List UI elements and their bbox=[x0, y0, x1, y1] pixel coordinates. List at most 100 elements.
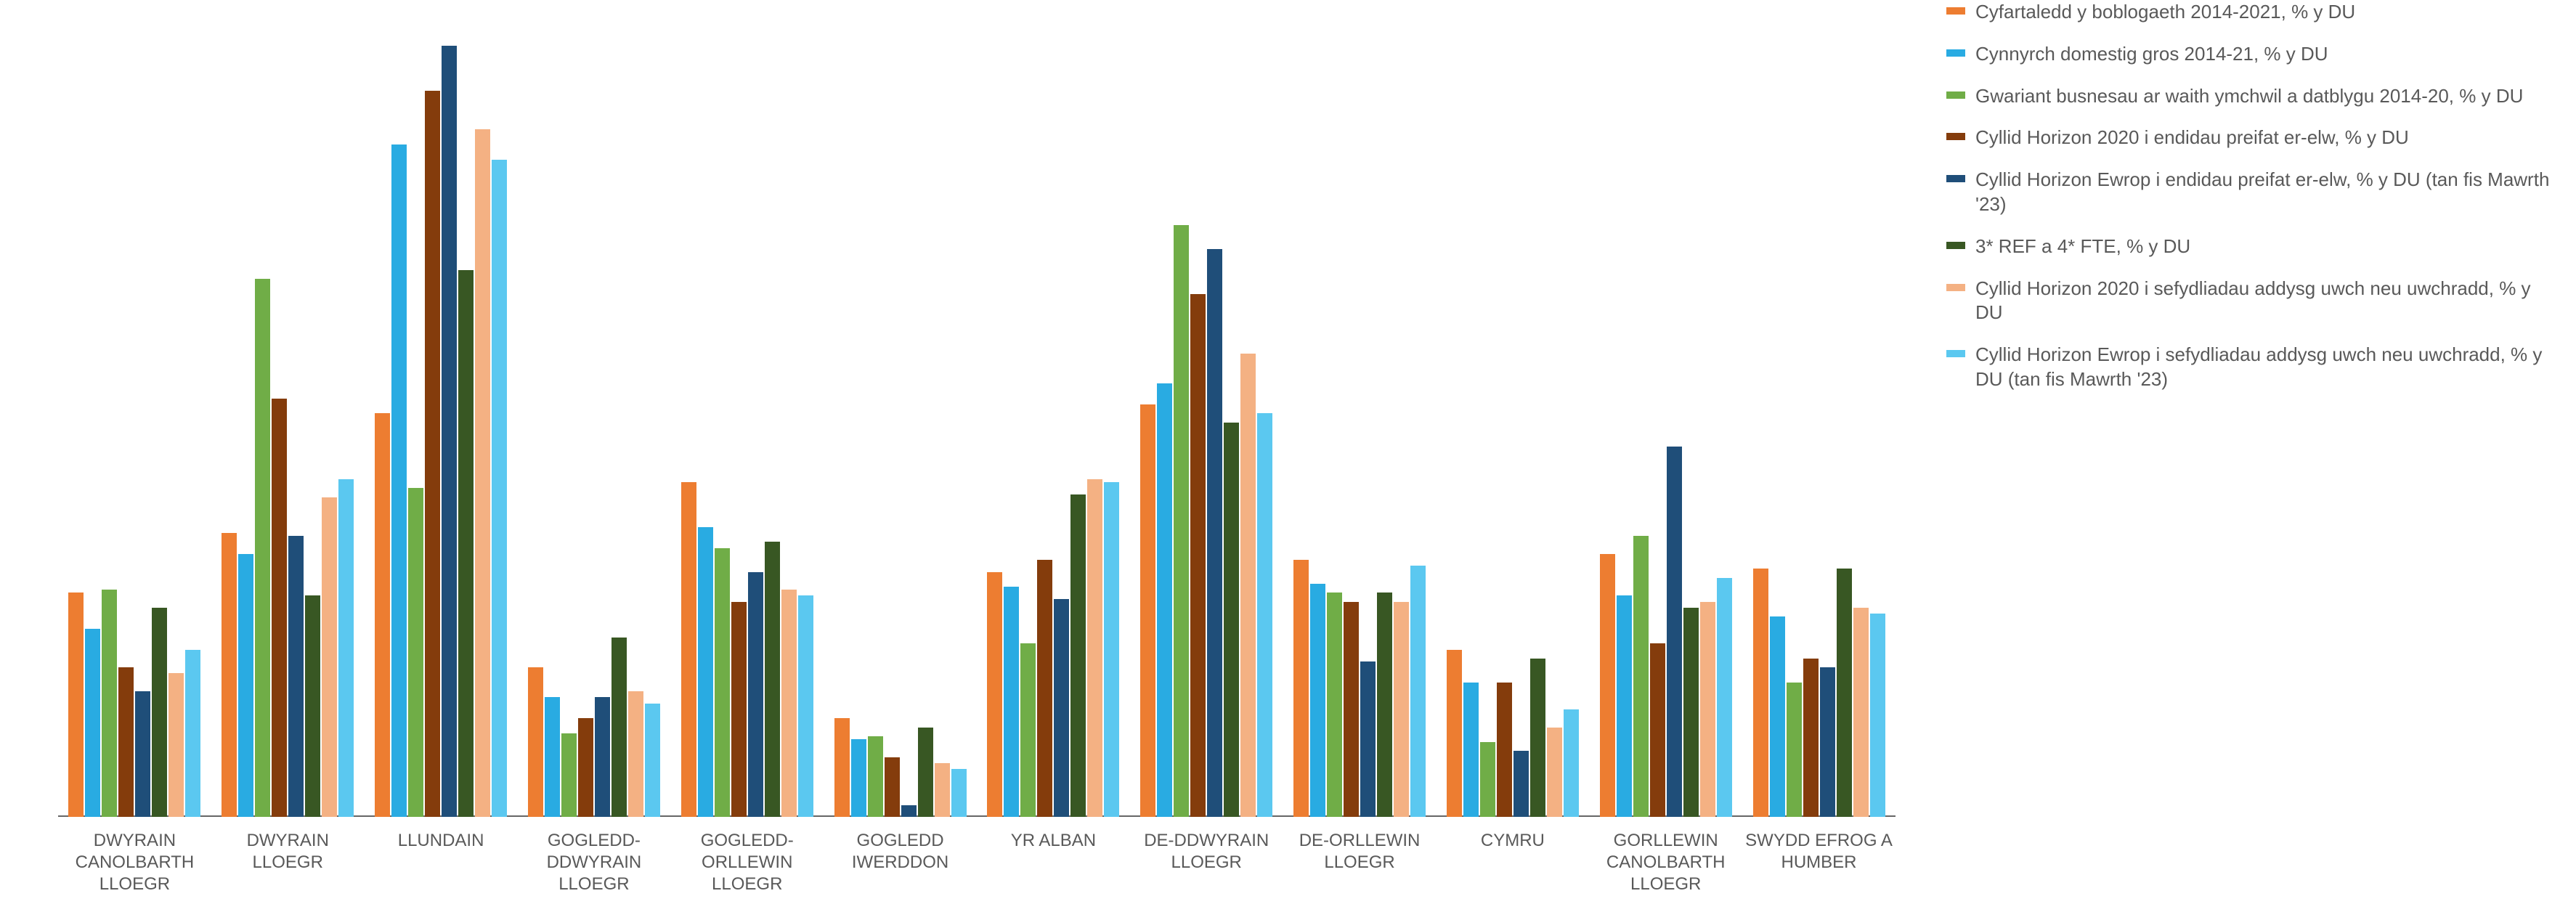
bar bbox=[375, 413, 390, 817]
bar bbox=[851, 739, 866, 817]
bar bbox=[1600, 554, 1615, 817]
bar bbox=[868, 736, 883, 817]
bar-group: DWYRAIN CANOLBARTH LLOEGR bbox=[58, 40, 211, 904]
legend-swatch bbox=[1946, 175, 1965, 182]
bar bbox=[918, 728, 933, 817]
legend-label: Cyllid Horizon Ewrop i endidau preifat e… bbox=[1975, 168, 2556, 217]
bar bbox=[731, 602, 747, 817]
bar-cluster bbox=[1742, 40, 1896, 817]
plot-area: DWYRAIN CANOLBARTH LLOEGRDWYRAIN LLOEGR L… bbox=[0, 0, 1925, 904]
bar bbox=[85, 629, 100, 817]
bar-cluster bbox=[365, 40, 518, 817]
category-label: YR ALBAN bbox=[1011, 830, 1096, 904]
bar bbox=[1224, 423, 1239, 817]
bar bbox=[442, 46, 457, 817]
bar bbox=[1190, 294, 1206, 817]
bar bbox=[798, 595, 813, 817]
legend-swatch bbox=[1946, 350, 1965, 357]
bar bbox=[1410, 566, 1426, 817]
legend-item: Cyllid Horizon 2020 i endidau preifat er… bbox=[1946, 126, 2556, 150]
category-label: DWYRAIN LLOEGR bbox=[211, 830, 365, 904]
bar-group: GOGLEDD IWERDDON bbox=[824, 40, 977, 904]
bar bbox=[338, 479, 354, 817]
category-label: DWYRAIN CANOLBARTH LLOEGR bbox=[58, 830, 211, 904]
category-label: LLUNDAIN bbox=[398, 830, 484, 904]
bar bbox=[1530, 659, 1545, 817]
legend-swatch bbox=[1946, 91, 1965, 99]
bar bbox=[681, 482, 696, 817]
bar-cluster bbox=[1436, 40, 1589, 817]
legend-label: Cyllid Horizon 2020 i endidau preifat er… bbox=[1975, 126, 2409, 150]
bar bbox=[168, 673, 184, 817]
legend-swatch bbox=[1946, 7, 1965, 15]
bar bbox=[528, 667, 543, 817]
legend-label: Cyfartaledd y boblogaeth 2014-2021, % y … bbox=[1975, 0, 2355, 25]
legend-swatch bbox=[1946, 49, 1965, 57]
bar bbox=[1463, 683, 1479, 817]
bar bbox=[492, 160, 507, 817]
bar bbox=[222, 533, 237, 817]
bar bbox=[935, 763, 950, 817]
bar bbox=[1004, 587, 1019, 817]
bar bbox=[1394, 602, 1409, 817]
bar bbox=[1240, 354, 1256, 817]
legend-item: Gwariant busnesau ar waith ymchwil a dat… bbox=[1946, 84, 2556, 109]
bar bbox=[628, 691, 643, 817]
bar bbox=[578, 718, 593, 817]
bar bbox=[901, 805, 917, 817]
legend-item: Cyllid Horizon Ewrop i endidau preifat e… bbox=[1946, 168, 2556, 217]
bar bbox=[118, 667, 134, 817]
bar bbox=[1327, 593, 1342, 817]
legend-item: Cynnyrch domestig gros 2014-21, % y DU bbox=[1946, 42, 2556, 67]
legend-item: Cyllid Horizon Ewrop i sefydliadau addys… bbox=[1946, 343, 2556, 392]
bar bbox=[475, 129, 490, 817]
bar bbox=[1547, 728, 1562, 817]
bar bbox=[1310, 584, 1325, 817]
bar-cluster bbox=[1130, 40, 1283, 817]
bar bbox=[781, 590, 797, 817]
bar bbox=[288, 536, 304, 817]
bar-cluster bbox=[977, 40, 1130, 817]
bar bbox=[1020, 643, 1036, 817]
bar bbox=[1853, 608, 1869, 817]
bar bbox=[885, 757, 900, 817]
category-label: DE-DDWYRAIN LLOEGR bbox=[1144, 830, 1269, 904]
legend-label: Cyllid Horizon Ewrop i sefydliadau addys… bbox=[1975, 343, 2556, 392]
bar bbox=[391, 144, 407, 817]
bar-group: YR ALBAN bbox=[977, 40, 1130, 904]
bar bbox=[102, 590, 117, 817]
category-label: GORLLEWIN CANOLBARTH LLOEGR bbox=[1589, 830, 1742, 904]
bar bbox=[322, 497, 337, 817]
legend-label: Gwariant busnesau ar waith ymchwil a dat… bbox=[1975, 84, 2523, 109]
bar-group: GOGLEDD-DDWYRAIN LLOEGR bbox=[517, 40, 670, 904]
bar-cluster bbox=[211, 40, 365, 817]
category-label: CYMRU bbox=[1481, 830, 1545, 904]
bar-group: DWYRAIN LLOEGR bbox=[211, 40, 365, 904]
bar bbox=[1293, 560, 1309, 817]
bar bbox=[1140, 404, 1155, 817]
bar bbox=[1447, 650, 1462, 817]
bar bbox=[408, 488, 423, 817]
bar bbox=[545, 697, 560, 817]
bar bbox=[425, 91, 440, 817]
bar bbox=[1753, 569, 1768, 817]
legend-swatch bbox=[1946, 133, 1965, 140]
bar bbox=[1700, 602, 1715, 817]
bar-cluster bbox=[1283, 40, 1437, 817]
bar bbox=[951, 769, 967, 817]
bar-group: DE-ORLLEWIN LLOEGR bbox=[1283, 40, 1437, 904]
bar-group: GORLLEWIN CANOLBARTH LLOEGR bbox=[1589, 40, 1742, 904]
bar-cluster bbox=[58, 40, 211, 817]
bar bbox=[238, 554, 253, 817]
legend-label: Cyllid Horizon 2020 i sefydliadau addysg… bbox=[1975, 277, 2556, 326]
bar bbox=[1157, 383, 1172, 817]
bar bbox=[1770, 616, 1785, 817]
bar bbox=[1480, 742, 1495, 817]
legend-swatch bbox=[1946, 284, 1965, 291]
bar bbox=[1070, 494, 1086, 817]
bar bbox=[1377, 593, 1392, 817]
bar bbox=[645, 704, 660, 817]
bar bbox=[1683, 608, 1699, 817]
bar bbox=[1667, 447, 1682, 817]
bar bbox=[272, 399, 287, 817]
